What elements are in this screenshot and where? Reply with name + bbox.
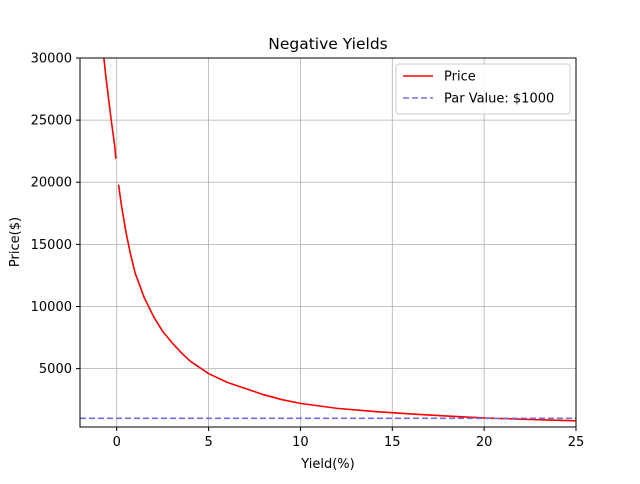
y-tick-label: 20000: [31, 176, 72, 191]
y-tick-label: 15000: [31, 238, 72, 253]
plot-frame: [79, 57, 577, 428]
ticks: 0 5 10 15 20 25 5000 10000 15000 20000 25000 30000: [31, 52, 585, 451]
x-tick-label: 0: [113, 435, 121, 450]
y-tick-label: 25000: [31, 114, 72, 129]
x-tick-label: 25: [568, 435, 585, 450]
x-axis-label: Yield(%): [300, 457, 354, 472]
y-tick-label: 5000: [39, 362, 72, 377]
x-tick-label: 15: [384, 435, 401, 450]
chart-title: Negative Yields: [268, 35, 387, 53]
series-layer: [80, 58, 576, 422]
series-line-price: [117, 184, 576, 422]
y-tick-label: 30000: [31, 52, 72, 67]
legend-label-par-value: Par Value: $1000: [444, 92, 554, 107]
series-line-price: [103, 58, 117, 159]
legend-box: [395, 63, 571, 115]
grid: [80, 57, 577, 427]
y-axis-label: Price($): [8, 217, 23, 267]
y-tick-label: 10000: [31, 300, 72, 315]
legend-label-price: Price: [444, 70, 476, 85]
x-tick-label: 10: [292, 435, 309, 450]
x-tick-label: 5: [204, 435, 212, 450]
x-tick-label: 20: [476, 435, 493, 450]
legend: Price Par Value: $1000: [395, 63, 571, 115]
